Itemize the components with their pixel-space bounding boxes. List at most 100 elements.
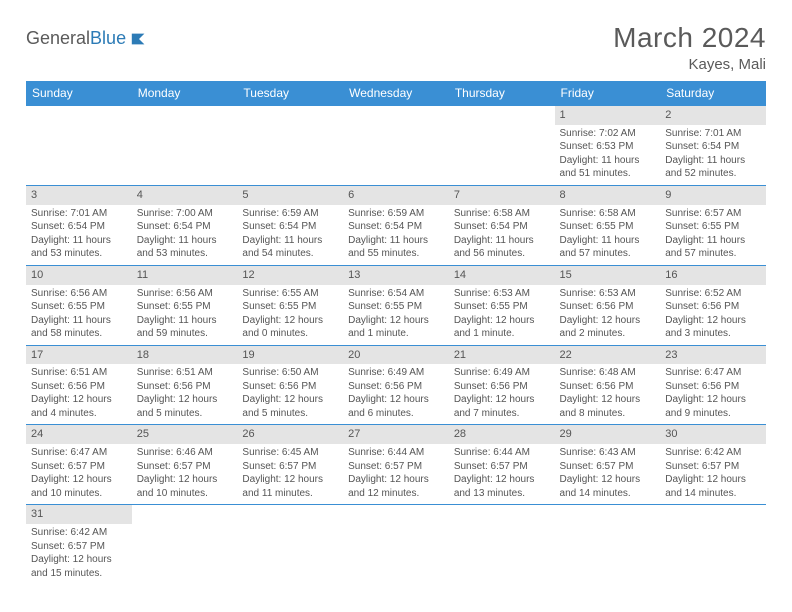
sunrise-line: Sunrise: 6:55 AM — [242, 287, 338, 301]
logo-flag-icon — [130, 30, 148, 48]
sunset-line: Sunset: 6:57 PM — [348, 460, 444, 474]
day-number: 29 — [555, 425, 661, 444]
logo: GeneralBlue — [26, 28, 148, 49]
daylight-line: Daylight: 12 hours and 3 minutes. — [665, 314, 761, 341]
day-info: Sunrise: 6:59 AMSunset: 6:54 PMDaylight:… — [343, 205, 449, 265]
day-number: 13 — [343, 266, 449, 285]
day-cell — [343, 106, 449, 186]
logo-word2: Blue — [90, 28, 126, 48]
daylight-line: Daylight: 12 hours and 13 minutes. — [454, 473, 550, 500]
dow-header-row: SundayMondayTuesdayWednesdayThursdayFrid… — [26, 81, 766, 106]
day-info: Sunrise: 6:56 AMSunset: 6:55 PMDaylight:… — [26, 285, 132, 345]
sunrise-line: Sunrise: 6:51 AM — [137, 366, 233, 380]
sunset-line: Sunset: 6:57 PM — [454, 460, 550, 474]
sunset-line: Sunset: 6:57 PM — [137, 460, 233, 474]
day-cell: 9Sunrise: 6:57 AMSunset: 6:55 PMDaylight… — [660, 185, 766, 265]
week-row: 1Sunrise: 7:02 AMSunset: 6:53 PMDaylight… — [26, 106, 766, 186]
day-cell: 10Sunrise: 6:56 AMSunset: 6:55 PMDayligh… — [26, 265, 132, 345]
logo-text: GeneralBlue — [26, 28, 126, 49]
day-cell: 20Sunrise: 6:49 AMSunset: 6:56 PMDayligh… — [343, 345, 449, 425]
week-row: 31Sunrise: 6:42 AMSunset: 6:57 PMDayligh… — [26, 505, 766, 584]
sunrise-line: Sunrise: 6:49 AM — [348, 366, 444, 380]
day-info: Sunrise: 6:47 AMSunset: 6:57 PMDaylight:… — [26, 444, 132, 504]
sunrise-line: Sunrise: 6:57 AM — [665, 207, 761, 221]
day-number: 26 — [237, 425, 343, 444]
day-number: 21 — [449, 346, 555, 365]
day-cell: 23Sunrise: 6:47 AMSunset: 6:56 PMDayligh… — [660, 345, 766, 425]
sunrise-line: Sunrise: 6:43 AM — [560, 446, 656, 460]
sunset-line: Sunset: 6:57 PM — [665, 460, 761, 474]
day-cell — [237, 505, 343, 584]
sunrise-line: Sunrise: 6:53 AM — [560, 287, 656, 301]
day-number: 31 — [26, 505, 132, 524]
week-row: 17Sunrise: 6:51 AMSunset: 6:56 PMDayligh… — [26, 345, 766, 425]
sunset-line: Sunset: 6:56 PM — [665, 300, 761, 314]
daylight-line: Daylight: 12 hours and 4 minutes. — [31, 393, 127, 420]
daylight-line: Daylight: 12 hours and 5 minutes. — [137, 393, 233, 420]
day-info: Sunrise: 6:50 AMSunset: 6:56 PMDaylight:… — [237, 364, 343, 424]
day-cell: 19Sunrise: 6:50 AMSunset: 6:56 PMDayligh… — [237, 345, 343, 425]
sunrise-line: Sunrise: 6:59 AM — [348, 207, 444, 221]
day-number: 30 — [660, 425, 766, 444]
day-info: Sunrise: 6:42 AMSunset: 6:57 PMDaylight:… — [660, 444, 766, 504]
sunrise-line: Sunrise: 6:46 AM — [137, 446, 233, 460]
day-cell: 6Sunrise: 6:59 AMSunset: 6:54 PMDaylight… — [343, 185, 449, 265]
title-block: March 2024 Kayes, Mali — [613, 22, 766, 73]
sunset-line: Sunset: 6:55 PM — [31, 300, 127, 314]
day-number: 25 — [132, 425, 238, 444]
day-number: 17 — [26, 346, 132, 365]
sunrise-line: Sunrise: 6:58 AM — [560, 207, 656, 221]
daylight-line: Daylight: 12 hours and 1 minute. — [454, 314, 550, 341]
day-cell: 29Sunrise: 6:43 AMSunset: 6:57 PMDayligh… — [555, 425, 661, 505]
sunrise-line: Sunrise: 6:54 AM — [348, 287, 444, 301]
daylight-line: Daylight: 12 hours and 2 minutes. — [560, 314, 656, 341]
daylight-line: Daylight: 12 hours and 14 minutes. — [665, 473, 761, 500]
daylight-line: Daylight: 12 hours and 5 minutes. — [242, 393, 338, 420]
day-info: Sunrise: 7:01 AMSunset: 6:54 PMDaylight:… — [26, 205, 132, 265]
day-cell: 21Sunrise: 6:49 AMSunset: 6:56 PMDayligh… — [449, 345, 555, 425]
sunrise-line: Sunrise: 6:45 AM — [242, 446, 338, 460]
day-number: 22 — [555, 346, 661, 365]
day-info: Sunrise: 6:51 AMSunset: 6:56 PMDaylight:… — [132, 364, 238, 424]
day-number: 28 — [449, 425, 555, 444]
daylight-line: Daylight: 11 hours and 51 minutes. — [560, 154, 656, 181]
day-cell: 11Sunrise: 6:56 AMSunset: 6:55 PMDayligh… — [132, 265, 238, 345]
day-cell — [343, 505, 449, 584]
sunrise-line: Sunrise: 7:01 AM — [665, 127, 761, 141]
logo-word1: General — [26, 28, 90, 48]
sunset-line: Sunset: 6:55 PM — [348, 300, 444, 314]
day-cell: 30Sunrise: 6:42 AMSunset: 6:57 PMDayligh… — [660, 425, 766, 505]
day-info: Sunrise: 7:02 AMSunset: 6:53 PMDaylight:… — [555, 125, 661, 185]
sunrise-line: Sunrise: 6:50 AM — [242, 366, 338, 380]
sunset-line: Sunset: 6:54 PM — [454, 220, 550, 234]
day-info: Sunrise: 6:44 AMSunset: 6:57 PMDaylight:… — [343, 444, 449, 504]
calendar-body: 1Sunrise: 7:02 AMSunset: 6:53 PMDaylight… — [26, 106, 766, 585]
dow-header: Thursday — [449, 81, 555, 106]
daylight-line: Daylight: 12 hours and 10 minutes. — [31, 473, 127, 500]
sunrise-line: Sunrise: 6:42 AM — [665, 446, 761, 460]
day-cell — [660, 505, 766, 584]
sunrise-line: Sunrise: 7:02 AM — [560, 127, 656, 141]
sunset-line: Sunset: 6:56 PM — [665, 380, 761, 394]
dow-header: Sunday — [26, 81, 132, 106]
day-info: Sunrise: 6:44 AMSunset: 6:57 PMDaylight:… — [449, 444, 555, 504]
day-info: Sunrise: 6:52 AMSunset: 6:56 PMDaylight:… — [660, 285, 766, 345]
sunrise-line: Sunrise: 6:56 AM — [137, 287, 233, 301]
daylight-line: Daylight: 11 hours and 53 minutes. — [31, 234, 127, 261]
day-number: 1 — [555, 106, 661, 125]
daylight-line: Daylight: 12 hours and 8 minutes. — [560, 393, 656, 420]
sunset-line: Sunset: 6:54 PM — [242, 220, 338, 234]
daylight-line: Daylight: 12 hours and 1 minute. — [348, 314, 444, 341]
sunrise-line: Sunrise: 7:00 AM — [137, 207, 233, 221]
daylight-line: Daylight: 12 hours and 12 minutes. — [348, 473, 444, 500]
sunrise-line: Sunrise: 7:01 AM — [31, 207, 127, 221]
day-number: 2 — [660, 106, 766, 125]
day-number: 4 — [132, 186, 238, 205]
day-number: 24 — [26, 425, 132, 444]
day-cell — [26, 106, 132, 186]
day-cell: 31Sunrise: 6:42 AMSunset: 6:57 PMDayligh… — [26, 505, 132, 584]
sunset-line: Sunset: 6:54 PM — [137, 220, 233, 234]
daylight-line: Daylight: 11 hours and 57 minutes. — [560, 234, 656, 261]
day-cell — [555, 505, 661, 584]
daylight-line: Daylight: 12 hours and 10 minutes. — [137, 473, 233, 500]
